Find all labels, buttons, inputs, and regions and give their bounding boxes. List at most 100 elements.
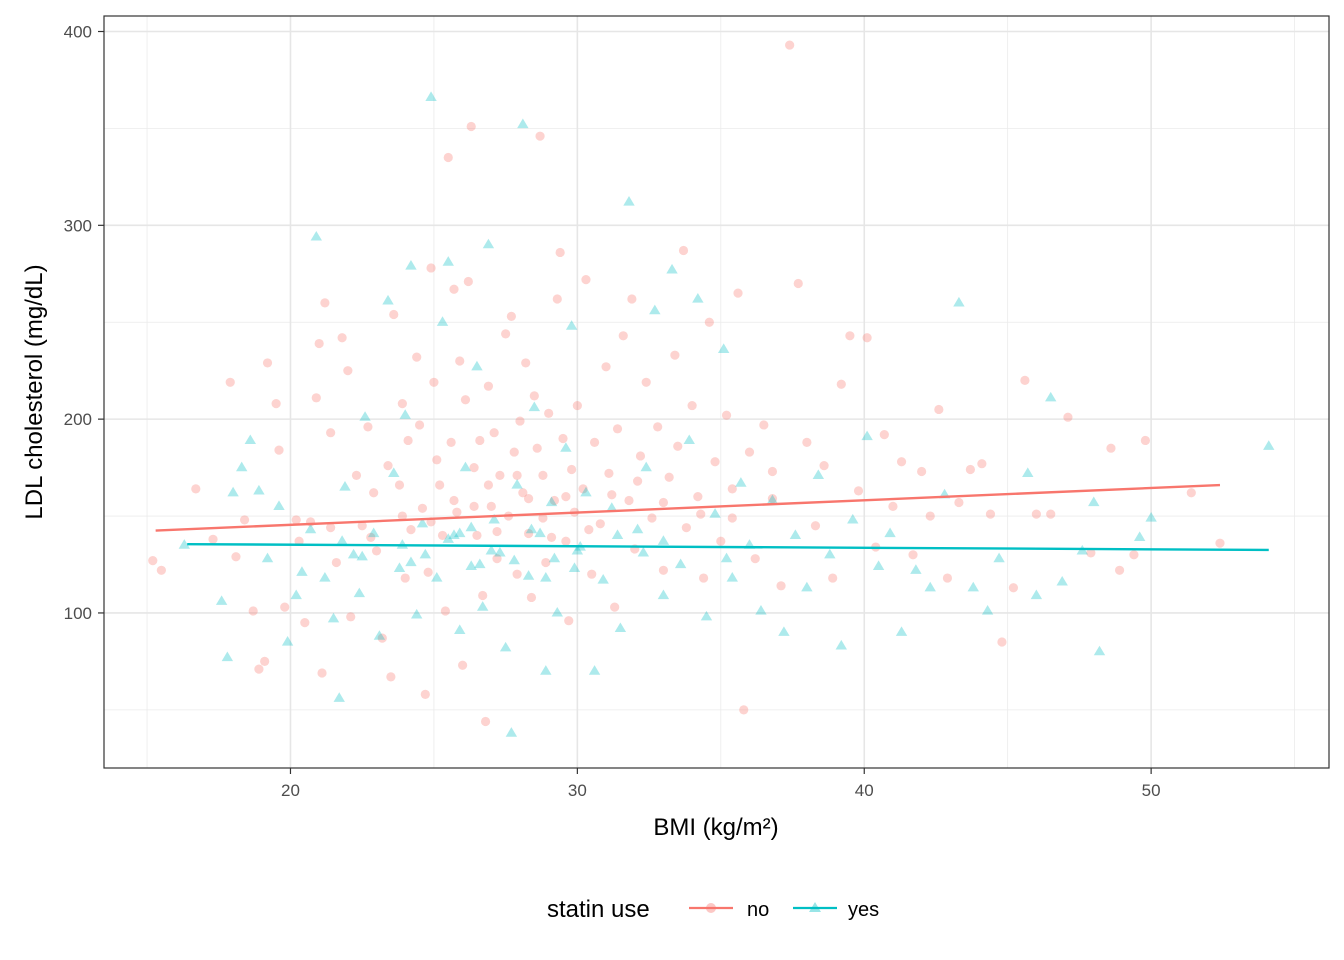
point-no: [767, 466, 778, 477]
legend: statin use no yes: [547, 896, 879, 923]
x-axis-ticks: 20 30 40 50: [281, 768, 1161, 800]
point-yes: [347, 548, 360, 559]
point-no: [934, 404, 944, 415]
point-no: [1106, 443, 1116, 453]
point-no: [673, 441, 683, 451]
point-no: [449, 284, 459, 294]
point-yes: [399, 409, 411, 419]
point-yes: [1056, 575, 1068, 586]
trend-line-yes: [187, 542, 1269, 552]
point-no: [601, 362, 611, 372]
point-yes: [884, 527, 896, 538]
point-yes: [528, 401, 541, 412]
point-no: [443, 152, 453, 163]
point-no: [641, 377, 651, 387]
point-no: [704, 317, 714, 327]
point-yes: [405, 260, 417, 270]
point-yes: [388, 467, 400, 478]
point-no: [383, 461, 393, 471]
point-no: [896, 457, 907, 467]
point-yes: [801, 581, 813, 592]
point-no: [561, 492, 571, 502]
point-no: [501, 329, 511, 339]
point-yes: [339, 480, 351, 491]
point-no: [371, 546, 382, 556]
point-no: [432, 455, 442, 465]
point-yes: [261, 552, 274, 563]
point-no: [819, 461, 829, 471]
point-yes: [872, 560, 885, 571]
point-no: [280, 602, 290, 612]
point-no: [346, 612, 356, 622]
point-yes: [476, 601, 489, 611]
point-yes: [981, 605, 994, 615]
point-yes: [735, 477, 747, 487]
point-no: [535, 131, 545, 141]
point-no: [561, 536, 571, 546]
point-no: [483, 480, 494, 490]
plot-border: [103, 15, 1330, 769]
point-yes: [488, 513, 500, 524]
point-yes: [606, 502, 618, 512]
point-no: [908, 550, 918, 560]
point-no: [262, 358, 273, 368]
point-no: [604, 468, 614, 479]
point-no: [357, 521, 367, 531]
point-yes: [789, 529, 802, 540]
trend-lines: [155, 483, 1269, 552]
point-yes: [373, 630, 386, 640]
point-no: [489, 428, 499, 438]
point-yes: [215, 595, 228, 605]
point-yes: [454, 624, 466, 634]
point-no: [518, 488, 528, 498]
point-yes: [847, 513, 859, 524]
point-yes: [517, 118, 529, 129]
point-no: [693, 492, 703, 502]
point-no: [300, 618, 310, 628]
point-yes: [356, 550, 368, 561]
point-yes: [726, 572, 738, 582]
point-yes: [657, 535, 670, 545]
point-no: [449, 495, 459, 506]
point-yes: [508, 554, 520, 565]
point-no: [455, 356, 465, 366]
point-no: [977, 459, 987, 469]
point-yes: [640, 461, 652, 472]
point-no: [828, 573, 838, 583]
point-no: [681, 523, 691, 533]
point-no: [521, 358, 531, 368]
point-yes: [551, 606, 563, 617]
point-yes: [411, 608, 423, 619]
point-no: [291, 515, 301, 525]
point-no: [225, 377, 235, 387]
point-no: [480, 716, 491, 727]
trend-line-no: [155, 483, 1221, 532]
y-tick-label: 400: [64, 23, 92, 42]
point-yes: [336, 535, 348, 545]
point-no: [326, 523, 336, 533]
point-yes: [540, 665, 552, 675]
point-no: [767, 493, 778, 504]
point-no: [191, 484, 201, 494]
point-no: [664, 472, 674, 482]
legend-key-yes: [793, 902, 837, 912]
point-no: [512, 470, 522, 480]
point-no: [458, 660, 468, 670]
point-no: [320, 298, 330, 308]
point-yes: [717, 343, 730, 353]
point-yes: [649, 304, 661, 315]
point-yes: [700, 610, 713, 621]
point-no: [394, 480, 405, 490]
point-no: [544, 408, 554, 418]
point-no: [389, 309, 399, 320]
point-no: [1020, 375, 1030, 385]
point-no: [793, 278, 803, 289]
point-no: [997, 637, 1007, 647]
point-no: [231, 552, 241, 562]
point-yes: [304, 523, 317, 534]
point-yes: [431, 572, 443, 582]
point-no: [248, 606, 258, 616]
point-no: [260, 656, 270, 667]
point-no: [658, 565, 669, 575]
point-no: [208, 534, 218, 544]
